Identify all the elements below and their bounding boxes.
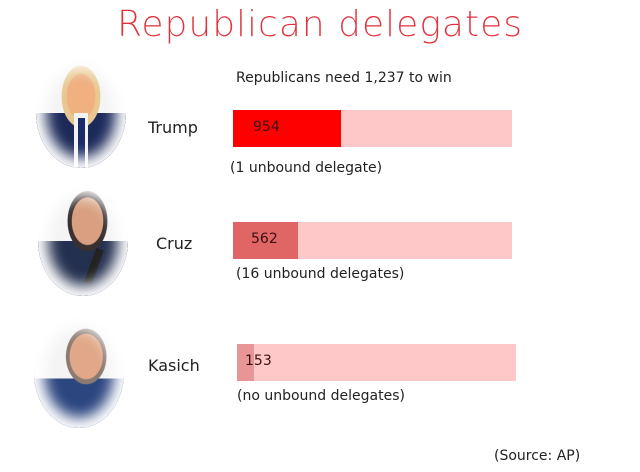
bar-fill-kasich xyxy=(237,344,254,381)
source-note: (Source: AP) xyxy=(494,448,581,464)
bar-track-cruz: 562 xyxy=(233,222,512,259)
unbound-note-kasich: (no unbound delegates) xyxy=(237,388,405,404)
candidate-name-kasich: Kasich xyxy=(148,356,200,375)
candidate-name-cruz: Cruz xyxy=(156,234,193,253)
unbound-note-cruz: (16 unbound delegates) xyxy=(236,266,405,282)
unbound-note-trump: (1 unbound delegate) xyxy=(230,160,383,176)
cruz-portrait xyxy=(38,186,128,296)
bar-value-kasich: 153 xyxy=(245,353,272,369)
bar-value-cruz: 562 xyxy=(251,231,278,247)
bar-track-trump: 954 xyxy=(233,110,512,147)
chart-title: Republican delegates xyxy=(116,4,523,45)
bar-fill-cruz xyxy=(233,222,298,259)
candidate-name-trump: Trump xyxy=(148,118,198,137)
bar-fill-trump xyxy=(233,110,341,147)
kasich-portrait xyxy=(34,318,124,428)
bar-value-trump: 954 xyxy=(253,119,280,135)
chart-subtitle: Republicans need 1,237 to win xyxy=(236,70,452,86)
trump-portrait xyxy=(36,58,126,168)
bar-track-kasich: 153 xyxy=(237,344,516,381)
